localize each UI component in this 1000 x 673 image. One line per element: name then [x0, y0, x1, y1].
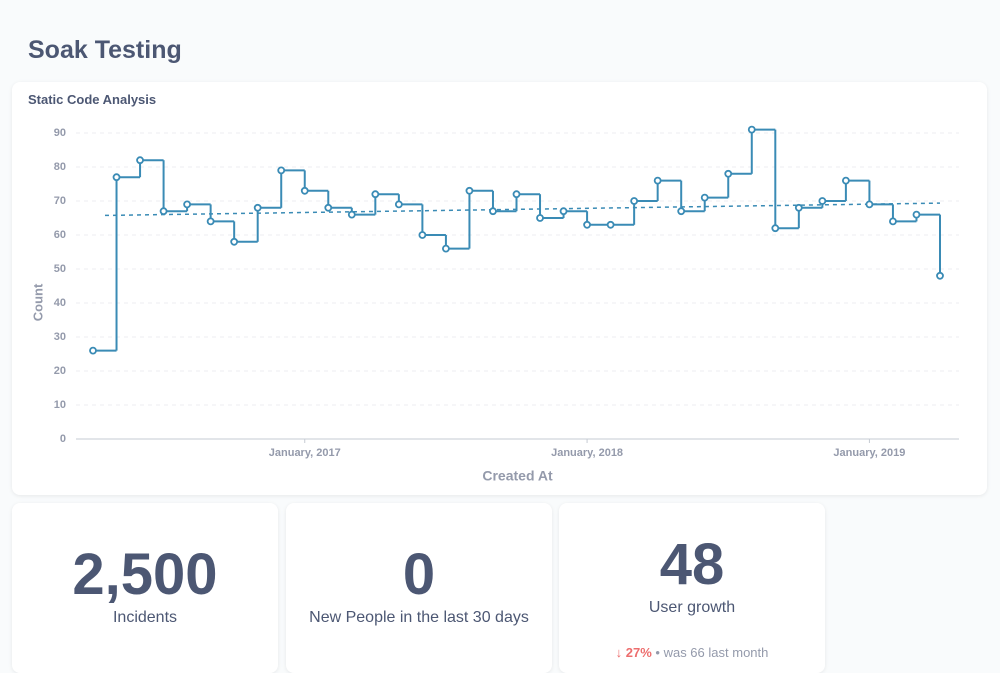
point	[300, 186, 309, 195]
scalar-value: 48	[659, 532, 725, 597]
trend: ↓ 27% • was 66 last month	[559, 645, 825, 660]
period: last month	[708, 645, 769, 660]
point	[794, 203, 803, 212]
scalar-label[interactable]: Incidents	[112, 609, 178, 626]
separator: •	[655, 645, 660, 660]
point	[889, 217, 897, 226]
point	[936, 271, 944, 280]
point	[536, 214, 544, 222]
point	[347, 210, 356, 219]
point	[89, 346, 97, 355]
y-tick-label: 80	[54, 161, 66, 173]
point	[394, 200, 403, 209]
previous: was 66	[663, 645, 705, 660]
scalar-label[interactable]: User growth	[648, 599, 736, 616]
point	[159, 207, 168, 216]
x-tick-label: January, 2018	[551, 447, 623, 459]
point	[371, 190, 380, 199]
point	[653, 176, 662, 185]
x-axis-label: Created At	[482, 468, 553, 484]
point	[277, 166, 286, 175]
dashboard-title: Soak Testing	[28, 36, 182, 64]
point	[747, 125, 756, 134]
y-tick-label: 0	[60, 433, 66, 445]
point	[841, 176, 850, 185]
scalar-card: 48 User growth ↓ 27% • was 66 last month	[559, 503, 825, 673]
point	[489, 207, 497, 216]
point	[230, 237, 239, 246]
point	[606, 220, 615, 229]
scalar-value: 0	[402, 542, 436, 607]
point	[630, 197, 639, 205]
scalar-value: 2,500	[72, 542, 218, 607]
y-tick-label: 60	[54, 229, 66, 241]
x-tick-label: January, 2019	[833, 447, 905, 459]
change: 27%	[625, 645, 652, 660]
y-tick-label: 90	[54, 127, 66, 139]
scalar-card: 0 New People in the last 30 days	[286, 503, 552, 673]
point	[442, 244, 450, 253]
point	[418, 231, 427, 239]
point	[136, 156, 144, 165]
point	[112, 173, 121, 182]
point	[865, 200, 874, 209]
point	[700, 193, 709, 202]
y-tick-label: 10	[54, 399, 66, 411]
point	[724, 169, 733, 178]
point	[324, 203, 333, 212]
point	[183, 200, 192, 209]
point	[771, 224, 780, 233]
point	[583, 220, 591, 229]
point	[206, 217, 215, 226]
y-tick-label: 50	[54, 263, 66, 275]
y-tick-label: 20	[54, 365, 66, 377]
scalar-label[interactable]: New People in the last 30 days	[309, 609, 529, 626]
point	[818, 197, 827, 205]
point	[912, 210, 921, 219]
point	[512, 190, 521, 199]
x-tick-label: January, 2017	[269, 447, 341, 459]
trend-line	[104, 202, 941, 217]
y-tick-label: 40	[54, 297, 66, 309]
y-axis-label: Count	[30, 283, 45, 321]
scalar-card: 2,500 Incidents	[12, 503, 278, 673]
y-tick-label: 30	[54, 331, 66, 343]
down-arrow: ↓	[615, 645, 623, 660]
y-tick-label: 70	[54, 195, 66, 207]
chart-card: Static Code Analysis 0 10 20 30 40 50 60 70 80 90…	[12, 82, 987, 495]
point	[677, 207, 686, 216]
point	[253, 203, 262, 212]
point	[465, 186, 474, 195]
chart: 0 10 20 30 40 50 60 70 80 90 January, 2017 January,…	[30, 125, 959, 484]
point	[559, 207, 568, 216]
chart-title[interactable]: Static Code Analysis	[28, 92, 157, 107]
